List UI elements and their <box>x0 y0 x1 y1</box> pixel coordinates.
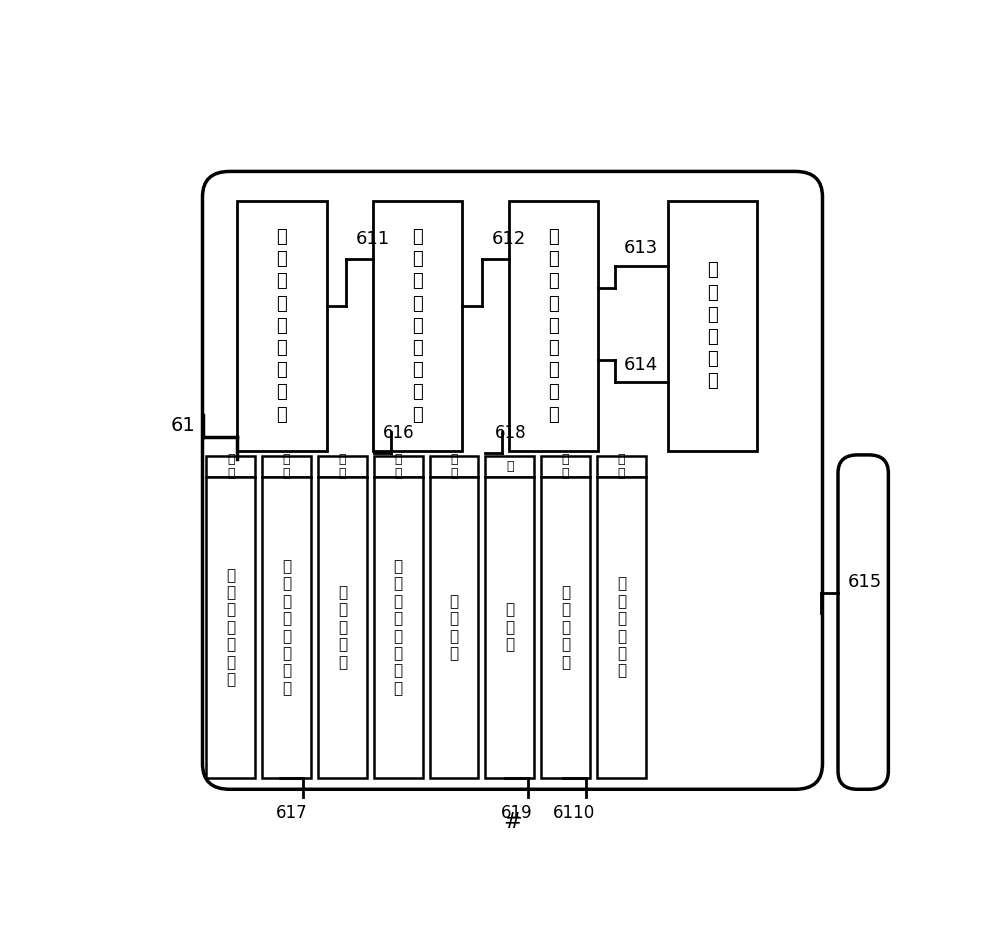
FancyBboxPatch shape <box>838 455 888 789</box>
Bar <box>430 477 478 779</box>
Text: 开
值: 开 值 <box>394 453 402 480</box>
Text: 619: 619 <box>501 804 532 822</box>
Bar <box>509 200 598 451</box>
Bar <box>262 456 311 477</box>
Text: 录
处
理: 录 处 理 <box>505 602 514 652</box>
Bar <box>374 456 423 477</box>
Text: 615: 615 <box>848 573 882 591</box>
Text: 面
显
示
处
理: 面 显 示 处 理 <box>561 585 570 670</box>
Text: 61: 61 <box>171 416 196 435</box>
Bar <box>206 477 255 779</box>
Text: 618: 618 <box>495 424 526 442</box>
Bar <box>597 456 646 477</box>
Text: 界
面: 界 面 <box>618 453 625 480</box>
Text: 采
样
及
向
量
计
算: 采 样 及 向 量 计 算 <box>226 568 235 687</box>
Text: 开
关
值
及
参
数
处
理: 开 关 值 及 参 数 处 理 <box>394 559 403 696</box>
Text: 完
录
处
理: 完 录 处 理 <box>449 594 459 661</box>
Text: 采
出: 采 出 <box>339 453 346 480</box>
Bar <box>374 477 423 779</box>
Bar <box>237 200 326 451</box>
Bar <box>373 200 462 451</box>
Bar <box>541 477 590 779</box>
Bar <box>485 456 534 477</box>
Text: 611: 611 <box>356 229 390 247</box>
Text: 录: 录 <box>506 460 514 473</box>
Bar <box>597 477 646 779</box>
Text: 通
信
管
理
模
块: 通 信 管 理 模 块 <box>707 261 717 391</box>
Text: 完
录: 完 录 <box>450 453 458 480</box>
FancyBboxPatch shape <box>202 172 822 789</box>
Bar <box>668 200 757 451</box>
Text: #: # <box>503 812 522 832</box>
Text: 面
显: 面 显 <box>562 453 569 480</box>
Text: 就
地
化
功
率
协
调
模
块: 就 地 化 功 率 协 调 模 块 <box>548 228 559 424</box>
Text: 616: 616 <box>383 424 415 442</box>
Text: 宽
时
间
尺
度
保
护
模
块: 宽 时 间 尺 度 保 护 模 块 <box>277 228 287 424</box>
Text: 多
时
间
尺
度
控
制
模
块: 多 时 间 尺 度 控 制 模 块 <box>412 228 423 424</box>
Bar <box>318 456 367 477</box>
Text: 617: 617 <box>276 804 307 822</box>
Bar <box>541 456 590 477</box>
Text: 遥
信
入
及
遥
信
处
理: 遥 信 入 及 遥 信 处 理 <box>282 559 291 696</box>
Bar <box>318 477 367 779</box>
Bar <box>262 477 311 779</box>
Bar <box>485 477 534 779</box>
Text: 界
面
显
示
处
理: 界 面 显 示 处 理 <box>617 577 626 679</box>
Bar <box>206 456 255 477</box>
Text: 采
样: 采 样 <box>227 453 235 480</box>
Text: 614: 614 <box>624 356 658 374</box>
Text: 613: 613 <box>624 239 658 257</box>
Text: 采
样
出
处
理: 采 样 出 处 理 <box>338 585 347 670</box>
Bar <box>430 456 478 477</box>
Text: 612: 612 <box>492 229 526 247</box>
Text: 遥
信: 遥 信 <box>283 453 290 480</box>
Text: 6110: 6110 <box>553 804 596 822</box>
